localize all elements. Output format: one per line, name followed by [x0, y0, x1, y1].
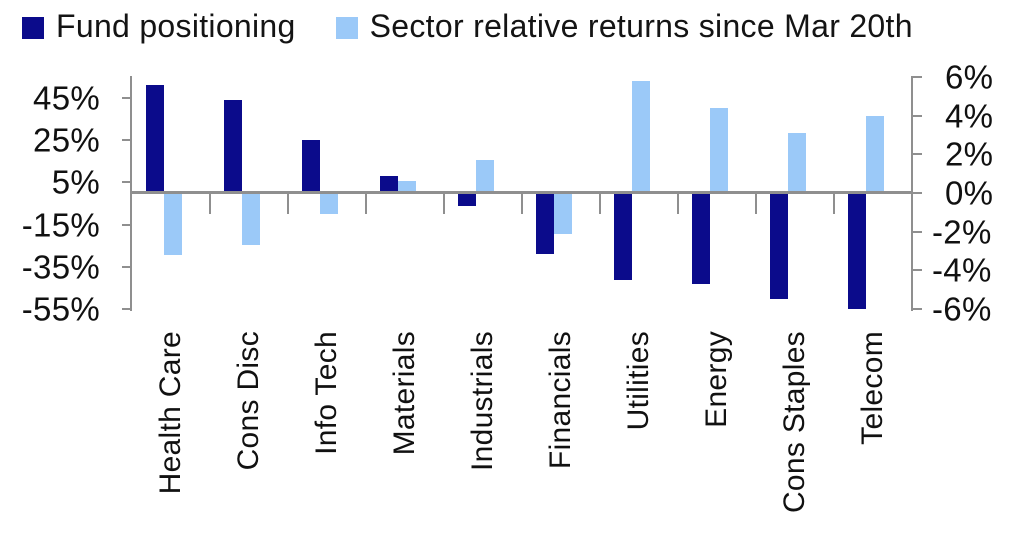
x-axis-category-label-text: Telecom: [856, 331, 889, 445]
x-axis-category-tick: [287, 193, 289, 214]
bar-fund-positioning-telecom: [848, 193, 866, 310]
bar-sector-return-health-care: [164, 193, 182, 255]
y-axis-left-tick-label: 5%: [51, 163, 100, 201]
y-axis-right-tick: [913, 114, 922, 117]
bar-sector-return-telecom: [866, 115, 884, 193]
y-axis-left-tick: [122, 223, 130, 226]
x-axis-category-label-text: Utilities: [622, 331, 655, 431]
y-axis-right-tick-label: -4%: [932, 251, 992, 289]
y-axis-left-tick: [122, 139, 130, 142]
bar-fund-positioning-materials: [380, 176, 398, 193]
x-axis-category-label-text: Cons Staples: [778, 331, 811, 514]
bar-sector-return-materials: [398, 181, 416, 193]
y-axis-right-tick-label: -2%: [932, 213, 992, 251]
x-axis-category-tick: [677, 193, 679, 214]
y-axis-left-tick: [122, 181, 130, 184]
y-axis-right-tick: [913, 230, 922, 233]
y-axis-right-line: [911, 76, 913, 311]
legend-swatch-sector-returns: [335, 16, 358, 39]
bar-fund-positioning-utilities: [614, 193, 632, 280]
bar-fund-positioning-info-tech: [302, 140, 320, 193]
y-axis-right-tick-label: 6%: [945, 58, 994, 96]
legend-swatch-fund-positioning: [22, 16, 44, 39]
bar-fund-positioning-cons-staples: [770, 193, 788, 299]
y-axis-left-tick-label: -55%: [21, 290, 100, 328]
x-axis-category-label-materials: Materials: [366, 331, 444, 536]
bar-sector-return-cons-disc: [242, 193, 260, 246]
y-axis-left-tick: [122, 96, 130, 99]
y-axis-left-tick: [122, 308, 130, 311]
y-axis-right-tick: [913, 269, 922, 272]
bar-sector-return-financials: [554, 193, 572, 234]
bar-sector-return-energy: [710, 107, 728, 193]
x-axis-category-tick: [833, 193, 835, 214]
legend-item-sector-returns: Sector relative returns since Mar 20th: [335, 8, 913, 45]
bar-fund-positioning-industrials: [458, 193, 476, 206]
zero-baseline: [130, 191, 912, 194]
x-axis-category-label-text: Cons Disc: [232, 331, 265, 471]
y-axis-right-tick-label: 0%: [945, 174, 994, 212]
y-axis-left-tick-label: -35%: [21, 248, 100, 286]
y-axis-right-tick: [913, 308, 922, 311]
y-axis-left-tick-label: -15%: [21, 206, 100, 244]
y-axis-right-tick-label: 2%: [945, 135, 994, 173]
bar-sector-return-cons-staples: [788, 133, 806, 193]
x-axis-category-label-text: Industrials: [466, 331, 499, 472]
y-axis-right-tick: [913, 153, 922, 156]
x-axis-category-label-text: Energy: [700, 331, 733, 428]
x-axis-category-label-cons-staples: Cons Staples: [756, 331, 834, 536]
legend-item-fund-positioning: Fund positioning: [22, 8, 296, 45]
x-axis-category-label-text: Health Care: [154, 331, 187, 495]
bar-fund-positioning-energy: [692, 193, 710, 284]
bar-sector-return-industrials: [476, 160, 494, 193]
bar-fund-positioning-cons-disc: [224, 99, 242, 193]
bar-sector-return-info-tech: [320, 193, 338, 215]
y-axis-right-tick-label: -6%: [932, 290, 992, 328]
x-axis-category-label-cons-disc: Cons Disc: [210, 331, 288, 536]
bar-fund-positioning-health-care: [146, 85, 164, 193]
y-axis-right-tick-label: 4%: [945, 97, 994, 135]
bar-sector-return-utilities: [632, 80, 650, 193]
x-axis-category-tick: [443, 193, 445, 214]
x-axis-category-tick: [365, 193, 367, 214]
x-axis-category-tick: [755, 193, 757, 214]
x-axis-category-label-energy: Energy: [678, 331, 756, 536]
y-axis-right-tick: [913, 192, 922, 194]
x-axis-category-label-financials: Financials: [522, 331, 600, 536]
x-axis-category-label-utilities: Utilities: [600, 331, 678, 536]
x-axis-category-label-telecom: Telecom: [834, 331, 912, 536]
x-axis-category-label-text: Info Tech: [310, 331, 343, 455]
y-axis-left-tick-label: 45%: [33, 79, 100, 117]
y-axis-left-tick-label: 25%: [33, 121, 100, 159]
x-axis-category-label-info-tech: Info Tech: [288, 331, 366, 536]
x-axis-category-tick: [209, 193, 211, 214]
legend-label-fund-positioning: Fund positioning: [56, 8, 296, 44]
x-axis-category-label-text: Materials: [388, 331, 421, 456]
x-axis-category-tick: [521, 193, 523, 214]
x-axis-category-tick: [599, 193, 601, 214]
legend-label-sector-returns: Sector relative returns since Mar 20th: [369, 8, 913, 44]
bar-fund-positioning-financials: [536, 193, 554, 255]
chart-legend: Fund positioning Sector relative returns…: [22, 8, 913, 45]
x-axis-category-label-text: Financials: [544, 331, 577, 470]
x-axis-category-label-industrials: Industrials: [444, 331, 522, 536]
y-axis-left-tick: [122, 266, 130, 269]
y-axis-right-tick: [913, 75, 922, 78]
x-axis-category-label-health-care: Health Care: [132, 331, 210, 536]
